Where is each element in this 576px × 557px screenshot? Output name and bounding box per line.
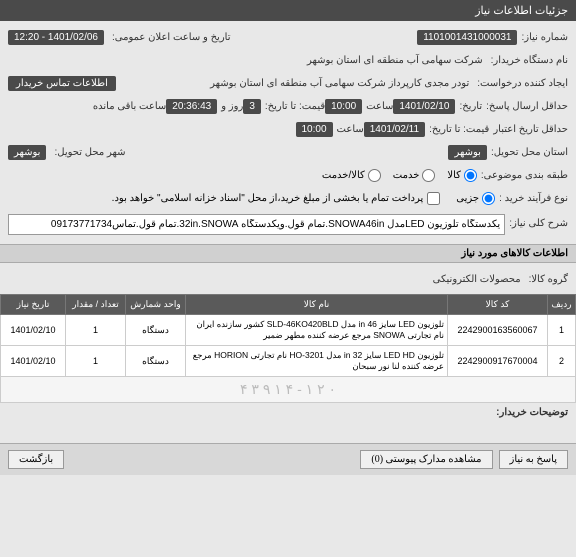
cat-goods-label: کالا [447,170,461,181]
process-note-label: پرداخت تمام یا بخشی از مبلغ خرید،از محل … [112,193,424,204]
cell-unit: دستگاه [126,315,186,346]
cat-service-radio[interactable]: خدمت [393,169,436,182]
category-label: طبقه بندی موضوعی: [477,170,568,181]
col-date: تاریخ نیاز [1,295,66,315]
deadline-to-date: 1401/02/11 [364,122,425,137]
items-section-title: اطلاعات کالاهای مورد نیاز [0,244,576,263]
summary-label: شرح کلی نیاز: [505,214,568,229]
col-qty: تعداد / مقدار [66,295,126,315]
cat-both-input[interactable] [368,169,381,182]
need-no-value: 1101001431000031 [417,30,517,45]
deadline-from-tot: تاریخ: [455,101,482,112]
days-value: 3 [243,99,261,114]
city-value: بوشهر [8,145,46,160]
process-opt1-label: جزیی [456,193,479,204]
col-code: کد کالا [448,295,548,315]
reply-button[interactable]: پاسخ به نیاز [499,450,569,469]
deadline-to-sub2: قیمت: تا تاریخ: [425,124,489,135]
creator-value: تودر مجدی کارپرداز شرکت سهامی آب منطقه ا… [116,78,473,89]
col-name: نام کالا [186,295,448,315]
col-unit: واحد شمارش [126,295,186,315]
deadline-from-label: حداقل ارسال پاسخ: [482,101,568,112]
deadline-from-time: 10:00 [325,99,362,114]
category-radios: کالا خدمت کالا/خدمت [322,169,477,182]
cell-name: تلوزیون LED HD سایز in 32 مدل HO-3201 نا… [186,346,448,377]
process-label: نوع فرآیند خرید : [495,193,568,204]
items-table: ردیف کد کالا نام کالا واحد شمارش تعداد /… [0,294,576,403]
process-note-check[interactable]: پرداخت تمام یا بخشی از مبلغ خرید،از محل … [112,192,441,205]
cat-both-radio[interactable]: کالا/خدمت [322,169,381,182]
buyer-label: نام دستگاه خریدار: [487,55,568,66]
form-area: شماره نیاز: 1101001431000031 تاریخ و ساع… [0,21,576,244]
cell-qty: 1 [66,346,126,377]
cat-goods-radio[interactable]: کالا [447,169,477,182]
cell-n: 2 [548,346,576,377]
deadline-to-time-label: ساعت [333,124,364,135]
announce-value: 1401/02/06 - 12:20 [8,30,104,45]
cat-goods-input[interactable] [464,169,477,182]
cell-unit: دستگاه [126,346,186,377]
deadline-from-date: 1401/02/10 [393,99,455,114]
buyer-value: شرکت سهامی آب منطقه ای استان بوشهر [303,55,487,66]
days-label: روز و [217,101,243,112]
cell-n: 1 [548,315,576,346]
deadline-from-time-label: ساعت [362,101,393,112]
table-row[interactable]: 1 2242900163560067 تلوزیون LED سایز in 4… [1,315,576,346]
cell-date: 1401/02/10 [1,346,66,377]
group-label: گروه کالا: [525,274,568,285]
deadline-to-time: 10:00 [296,122,333,137]
announce-label: تاریخ و ساعت اعلان عمومی: [108,32,231,43]
panel-title: جزئیات اطلاعات نیاز [475,5,568,17]
footer: پاسخ به نیاز مشاهده مدارک پیوستی (0) باز… [0,443,576,475]
watermark-text: ۰ ۲ ۱ - ۴ ۱ ۹ ۳ ۴ [1,377,576,403]
watermark-row: ۰ ۲ ۱ - ۴ ۱ ۹ ۳ ۴ [1,377,576,403]
creator-label: ایجاد کننده درخواست: [473,78,568,89]
cat-both-label: کالا/خدمت [322,170,365,181]
process-note-checkbox[interactable] [427,192,440,205]
contact-button[interactable]: اطلاعات تماس خریدار [8,76,116,91]
province-label: استان محل تحویل: [487,147,568,158]
col-row: ردیف [548,295,576,315]
cell-qty: 1 [66,315,126,346]
cell-name: تلوزیون LED سایز in 46 مدل SLD-46KO420BL… [186,315,448,346]
city-label: شهر محل تحویل: [50,147,125,158]
process-opt1-radio[interactable]: جزیی [456,192,495,205]
notes-label: توضیحات خریدار: [492,407,568,418]
items-header-row: ردیف کد کالا نام کالا واحد شمارش تعداد /… [1,295,576,315]
cat-service-label: خدمت [393,170,420,181]
cat-service-input[interactable] [422,169,435,182]
attach-button[interactable]: مشاهده مدارک پیوستی (0) [360,450,492,469]
remain-label: ساعت باقی مانده [89,101,166,112]
deadline-to-label: حداقل تاریخ اعتبار [489,124,568,135]
close-button[interactable]: بازگشت [8,450,64,469]
need-no-label: شماره نیاز: [517,32,568,43]
process-opt1-input[interactable] [482,192,495,205]
cell-code: 2242900917670004 [448,346,548,377]
remain-value: 20:36:43 [166,99,217,114]
cell-date: 1401/02/10 [1,315,66,346]
panel-header: جزئیات اطلاعات نیاز [0,0,576,21]
deadline-to-sub: قیمت: تا تاریخ: [261,101,325,112]
group-value: محصولات الکترونیکی [429,274,525,285]
summary-input[interactable] [8,214,505,235]
cell-code: 2242900163560067 [448,315,548,346]
table-row[interactable]: 2 2242900917670004 تلوزیون LED HD سایز i… [1,346,576,377]
notes-area: توضیحات خریدار: [0,403,576,443]
province-value: بوشهر [448,145,486,160]
